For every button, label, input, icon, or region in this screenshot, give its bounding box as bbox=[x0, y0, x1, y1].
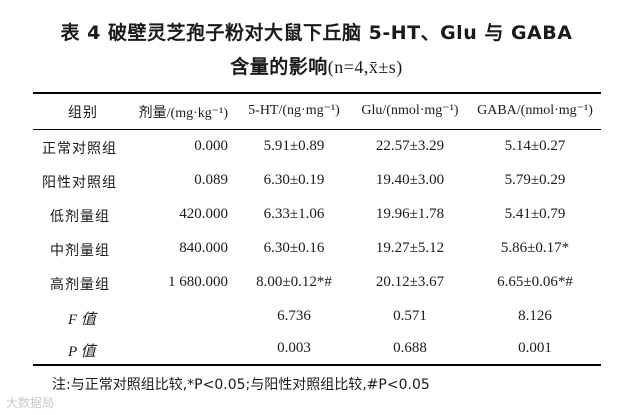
row-dose: 0.000 bbox=[194, 138, 228, 154]
row-group: 正常对照组 bbox=[42, 141, 117, 157]
watermark-logo: 大数据局 bbox=[6, 396, 55, 410]
row-glu: 0.571 bbox=[393, 308, 427, 324]
row-glu: 19.27±5.12 bbox=[375, 240, 445, 256]
table-footnote: 注:与正常对照组比较,*P<0.05;与阳性对照组比较,#P<0.05 bbox=[52, 377, 430, 393]
header-gaba: GABA/(nmol·mg⁻¹) bbox=[477, 103, 593, 118]
row-group: 低剂量组 bbox=[50, 209, 110, 225]
header-group: 组别 bbox=[68, 105, 98, 121]
row-group: 阳性对照组 bbox=[42, 175, 117, 191]
header-dose: 剂量/(mg·kg⁻¹) bbox=[138, 106, 228, 121]
row-5ht: 6.30±0.16 bbox=[263, 240, 325, 256]
row-group: 高剂量组 bbox=[50, 277, 110, 293]
row-group: 中剂量组 bbox=[50, 243, 110, 259]
row-dose: 840.000 bbox=[179, 240, 228, 256]
row-gaba: 5.41±0.79 bbox=[504, 206, 566, 222]
row-stat-f: F 值 bbox=[68, 312, 96, 328]
row-gaba: 5.14±0.27 bbox=[504, 138, 566, 154]
row-5ht: 6.30±0.19 bbox=[263, 172, 325, 188]
row-5ht: 5.91±0.89 bbox=[263, 138, 325, 154]
row-dose: 420.000 bbox=[179, 206, 228, 222]
row-stat-p: P 值 bbox=[68, 344, 96, 360]
table-header-rule bbox=[33, 129, 601, 130]
row-gaba: 6.65±0.06*# bbox=[497, 274, 573, 290]
row-gaba: 8.126 bbox=[518, 308, 552, 324]
table-title-subtitle: (n=4,x̄±s) bbox=[327, 57, 403, 77]
row-5ht: 8.00±0.12*# bbox=[256, 274, 332, 290]
row-dose: 1 680.000 bbox=[168, 274, 228, 290]
row-5ht: 6.33±1.06 bbox=[263, 206, 325, 222]
table-bottom-rule bbox=[33, 364, 601, 366]
row-dose: 0.089 bbox=[194, 172, 228, 188]
row-glu: 19.96±1.78 bbox=[375, 206, 445, 222]
header-5ht: 5-HT/(ng·mg⁻¹) bbox=[248, 103, 340, 118]
table-title-line2: 含量的影响(n=4,x̄±s) bbox=[0, 52, 633, 79]
header-glu: Glu/(nmol·mg⁻¹) bbox=[361, 103, 459, 118]
row-glu: 0.688 bbox=[393, 340, 427, 356]
row-gaba: 5.86±0.17* bbox=[500, 240, 570, 256]
row-gaba: 5.79±0.29 bbox=[504, 172, 566, 188]
table-title-main: 含量的影响 bbox=[230, 56, 328, 78]
row-glu: 22.57±3.29 bbox=[375, 138, 445, 154]
table-title-line1: 表 4 破壁灵芝孢子粉对大鼠下丘脑 5-HT、Glu 与 GABA bbox=[60, 22, 573, 44]
row-5ht: 0.003 bbox=[277, 340, 311, 356]
table-top-rule bbox=[33, 92, 601, 94]
row-gaba: 0.001 bbox=[518, 340, 552, 356]
row-5ht: 6.736 bbox=[277, 308, 311, 324]
row-glu: 20.12±3.67 bbox=[375, 274, 445, 290]
row-glu: 19.40±3.00 bbox=[375, 172, 445, 188]
